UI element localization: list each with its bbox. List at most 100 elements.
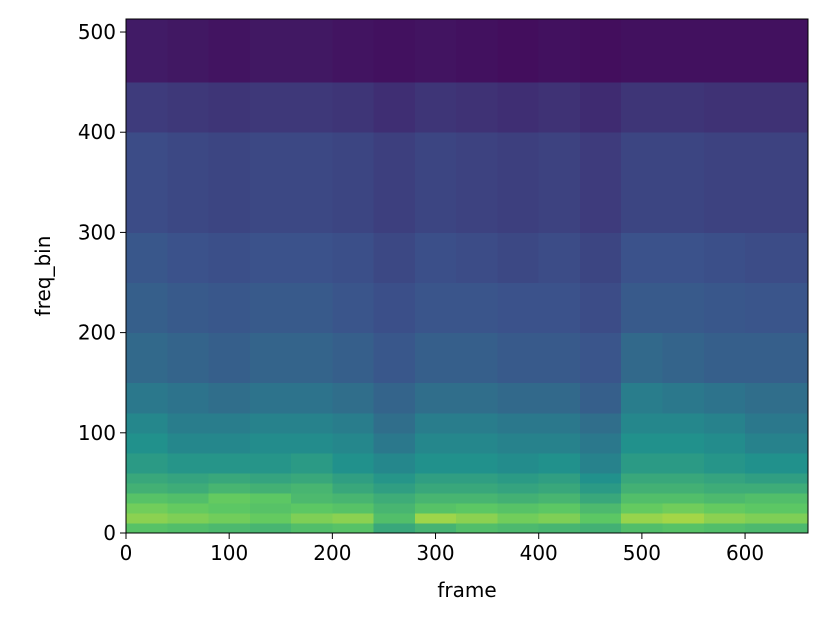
cell [745, 482, 809, 494]
cell [745, 512, 809, 524]
cell [208, 282, 251, 334]
cell [538, 452, 581, 474]
cell [745, 492, 809, 504]
cell [126, 482, 168, 494]
cell [373, 132, 416, 233]
cell [579, 412, 622, 434]
cell [414, 282, 457, 334]
cell [662, 472, 705, 484]
cell [745, 412, 809, 434]
cell [126, 82, 168, 133]
cell [745, 82, 809, 133]
cell [621, 452, 664, 474]
cell [621, 232, 664, 284]
cell [538, 132, 581, 233]
cell [208, 482, 251, 494]
cell [703, 412, 746, 434]
cell [126, 452, 168, 474]
cell [291, 452, 333, 474]
cell [662, 19, 705, 83]
cell [745, 282, 809, 334]
cell [456, 332, 498, 384]
cell [538, 19, 581, 83]
cell [249, 412, 292, 434]
cell [332, 452, 375, 474]
cell [456, 412, 498, 434]
cell [703, 482, 746, 494]
cell [126, 522, 168, 534]
cell [249, 452, 292, 474]
x-tick-label: 100 [210, 541, 248, 565]
cell [456, 502, 498, 514]
cell [332, 132, 375, 233]
cell [414, 332, 457, 384]
cell [745, 19, 809, 83]
cell [291, 512, 333, 524]
cell [662, 82, 705, 133]
cell [745, 522, 809, 534]
cell [373, 482, 416, 494]
cell [373, 492, 416, 504]
y-tick-label: 300 [78, 220, 116, 244]
cell [249, 492, 292, 504]
y-tick-label: 0 [103, 521, 116, 545]
cell [332, 522, 375, 534]
cell [249, 332, 292, 384]
cell [291, 332, 333, 384]
heatmap [126, 19, 809, 534]
cell [332, 282, 375, 334]
cell [703, 382, 746, 414]
cell [703, 432, 746, 454]
cell [126, 19, 168, 83]
cell [621, 382, 664, 414]
cell [167, 482, 210, 494]
cell [167, 472, 210, 484]
cell [662, 412, 705, 434]
cell [373, 332, 416, 384]
cell [249, 232, 292, 284]
cell [538, 432, 581, 454]
cell [332, 232, 375, 284]
cell [703, 82, 746, 133]
cell [579, 132, 622, 233]
cell [538, 232, 581, 284]
cell [291, 412, 333, 434]
cell [621, 19, 664, 83]
cell [497, 332, 540, 384]
cell [414, 232, 457, 284]
cell [703, 332, 746, 384]
cell [208, 232, 251, 284]
cell [662, 452, 705, 474]
cell [621, 282, 664, 334]
cell [167, 82, 210, 133]
cell [414, 502, 457, 514]
y-tick-label: 500 [78, 20, 116, 44]
cell [167, 432, 210, 454]
cell [456, 492, 498, 504]
cell [662, 522, 705, 534]
cell [208, 332, 251, 384]
cell [332, 332, 375, 384]
cell [745, 232, 809, 284]
cell [208, 452, 251, 474]
cell [538, 522, 581, 534]
cell [662, 132, 705, 233]
cell [497, 132, 540, 233]
cell [414, 82, 457, 133]
y-tick-label: 100 [78, 421, 116, 445]
cell [249, 482, 292, 494]
cell [126, 492, 168, 504]
cell [621, 82, 664, 133]
cell [291, 232, 333, 284]
cell [456, 522, 498, 534]
x-tick-label: 200 [313, 541, 351, 565]
cell [579, 432, 622, 454]
cell [208, 19, 251, 83]
cell [662, 332, 705, 384]
cell [373, 82, 416, 133]
cell [745, 432, 809, 454]
cell [167, 492, 210, 504]
cell [167, 452, 210, 474]
cell [538, 382, 581, 414]
cell [579, 82, 622, 133]
